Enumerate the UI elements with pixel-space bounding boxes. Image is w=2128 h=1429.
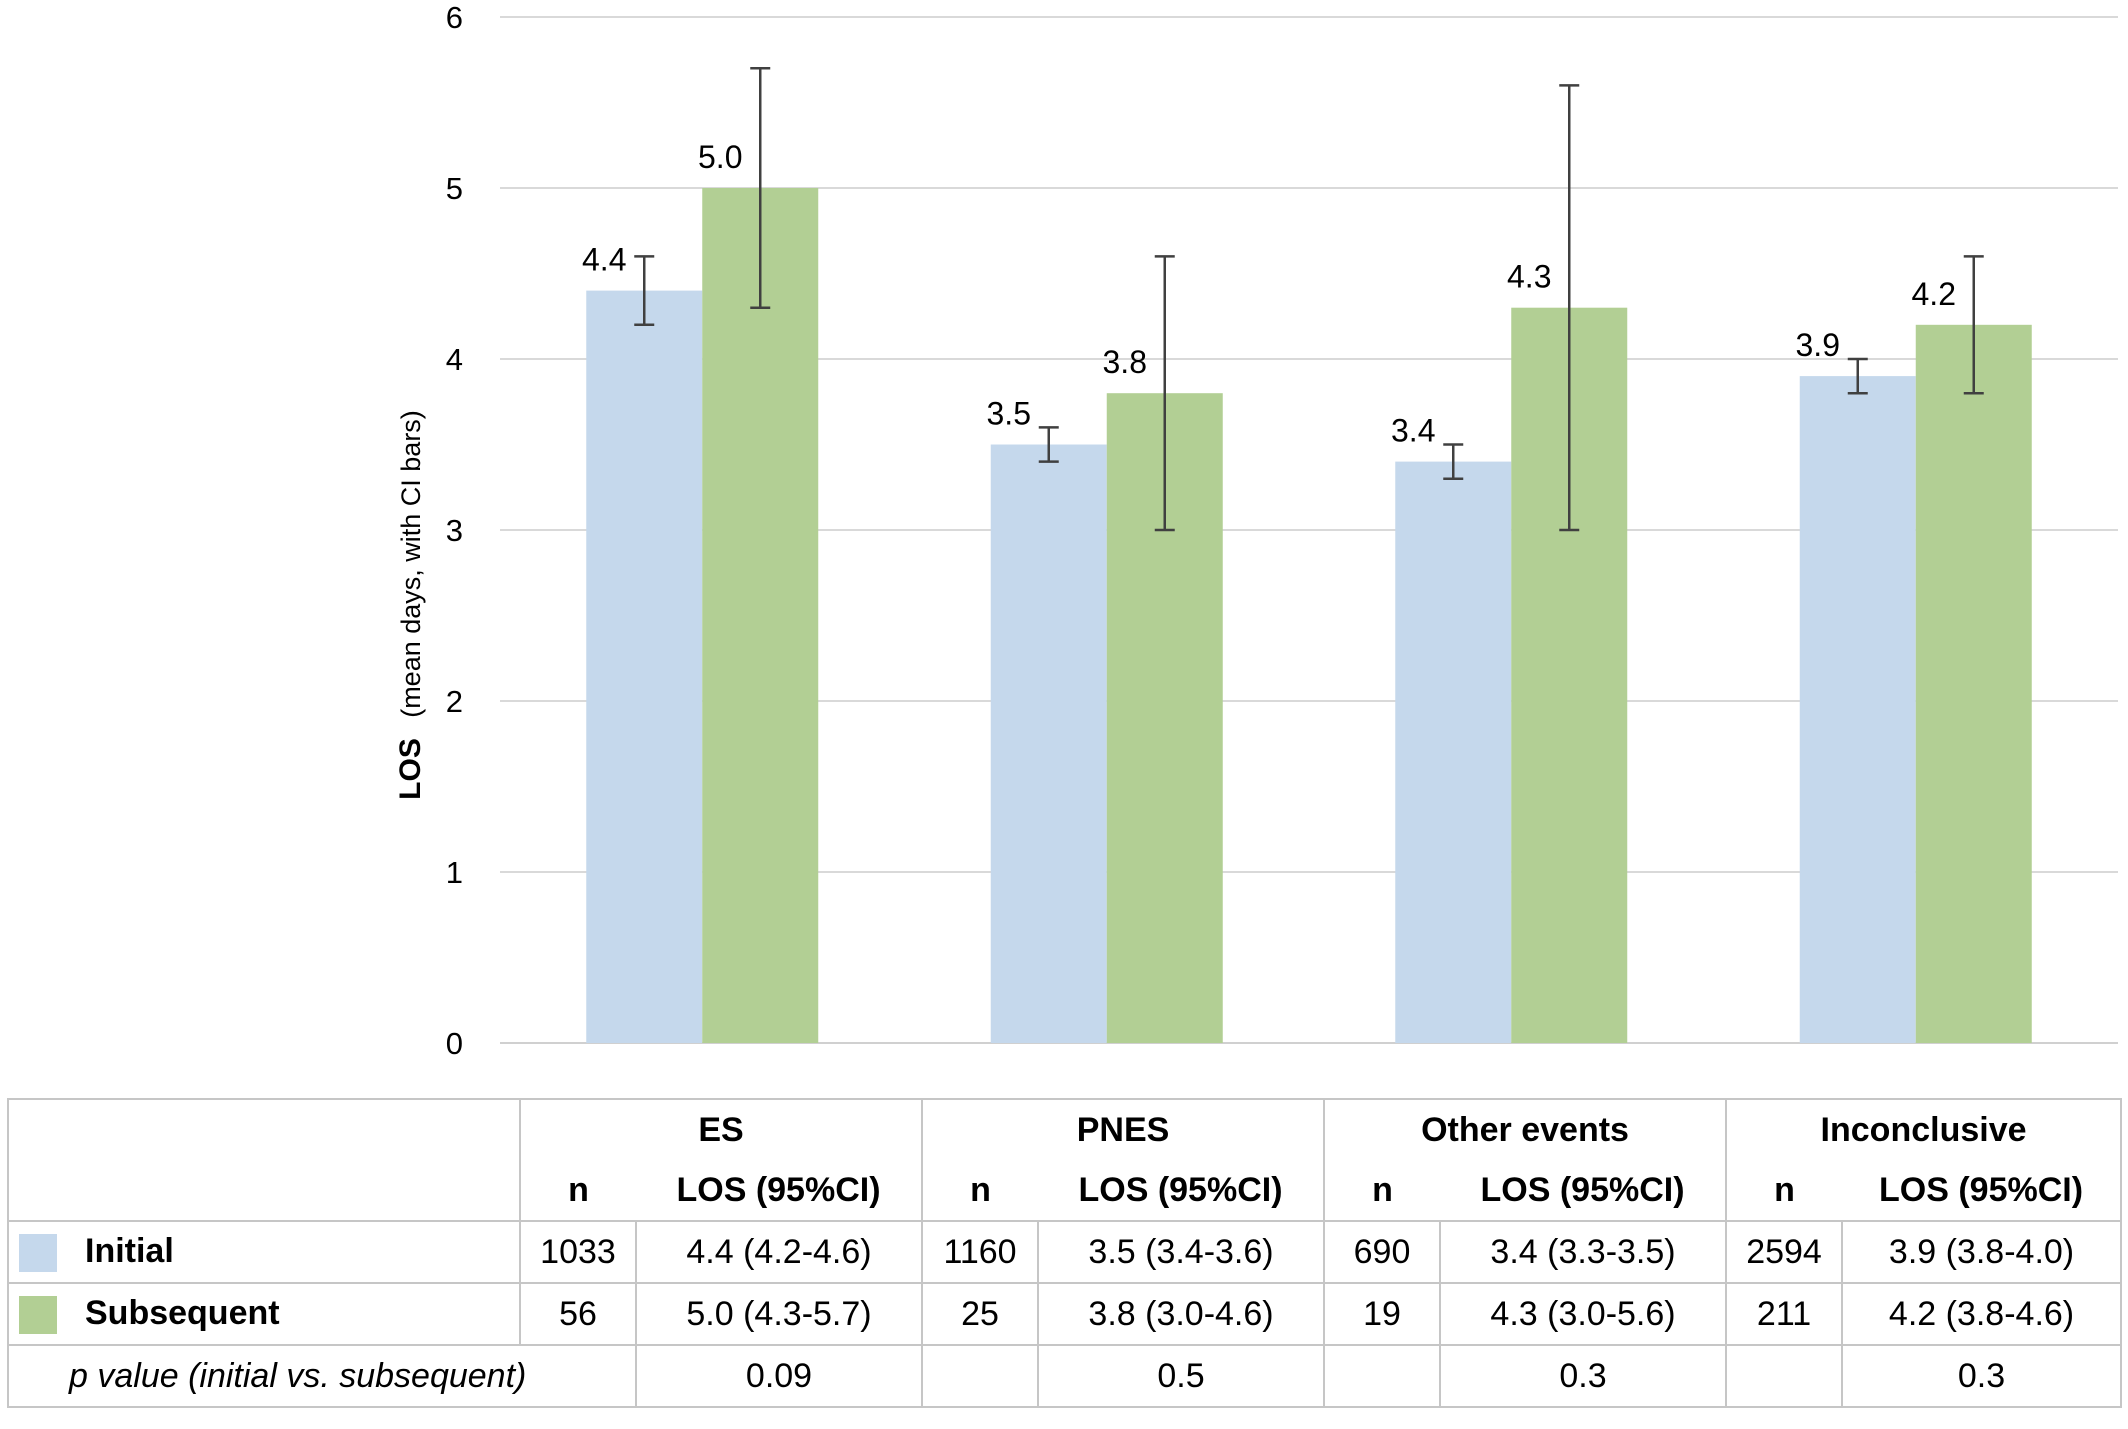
- bar-subsequent-es: [702, 188, 819, 1043]
- y-tick-label: 1: [446, 855, 463, 890]
- p-value-pnes: 0.5: [1037, 1344, 1326, 1408]
- bar-initial-inconclusive: [1799, 376, 1916, 1044]
- table-cell: 690: [1323, 1220, 1442, 1284]
- error-bar: [1038, 426, 1059, 463]
- data-label: 3.8: [1103, 344, 1147, 380]
- table-cell: 3.8 (3.0-4.6): [1037, 1282, 1326, 1346]
- error-bar: [750, 67, 771, 309]
- table-cell-empty: [1323, 1344, 1441, 1408]
- group-header-es: ES: [518, 1098, 924, 1160]
- table-cell: 4.2 (3.8-4.6): [1841, 1282, 2123, 1346]
- p-value-other-events: 0.3: [1439, 1344, 1728, 1408]
- table-cell: 25: [921, 1282, 1040, 1346]
- table-cell: 211: [1725, 1282, 1844, 1346]
- p-value-es: 0.09: [634, 1344, 924, 1408]
- table-cell: 1160: [921, 1220, 1040, 1284]
- table-cell: 5.0 (4.3-5.7): [634, 1282, 924, 1346]
- table-cell-empty: [921, 1344, 1039, 1408]
- data-labels: 4.4 5.0 3.5 3.8 3.4 4.3 3.9 4.2: [582, 139, 1956, 449]
- row-label-subsequent: Subsequent: [7, 1282, 521, 1346]
- table-cell: 19: [1323, 1282, 1442, 1346]
- col-header-los: LOS (95%CI): [1440, 1160, 1728, 1222]
- row-label-initial: Initial: [7, 1220, 521, 1284]
- p-value-inconclusive: 0.3: [1841, 1344, 2123, 1408]
- col-header-los: LOS (95%CI): [636, 1160, 924, 1222]
- bar-initial-pnes: [990, 444, 1107, 1043]
- col-header-n: n: [1323, 1160, 1441, 1222]
- table-cell: 4.3 (3.0-5.6): [1439, 1282, 1728, 1346]
- row-label-text: Subsequent: [85, 1293, 280, 1332]
- group-header-inconclusive: Inconclusive: [1725, 1098, 2123, 1160]
- table-cell: 1033: [519, 1220, 637, 1284]
- col-header-n: n: [519, 1160, 636, 1222]
- bar-subsequent-inconclusive: [1915, 324, 2032, 1043]
- error-bars: [634, 67, 1984, 532]
- bar-chart: 0 1 2 3 4 5 6 4.4 5.0 3.5 3.8 3.4 4.3 3.9 4.2 LOS (me…: [394, 0, 2118, 1061]
- y-tick-label: 4: [446, 342, 463, 377]
- table-cell: 3.5 (3.4-3.6): [1037, 1220, 1326, 1284]
- table-corner-cell: [7, 1098, 521, 1160]
- table-cell: 3.4 (3.3-3.5): [1439, 1220, 1728, 1284]
- data-table: ES PNES Other events Inconclusive n LOS …: [7, 1098, 2123, 1408]
- y-axis-label: LOS (mean days, with CI bars): [394, 410, 427, 800]
- initial-legend-swatch: [19, 1234, 57, 1272]
- bar-initial-other-events: [1395, 461, 1512, 1044]
- y-axis-label-sub: (mean days, with CI bars): [396, 410, 426, 718]
- data-label: 5.0: [698, 139, 742, 175]
- table-cell: 4.4 (4.2-4.6): [634, 1220, 924, 1284]
- table-row-p-value: p value (initial vs. subsequent) 0.09 0.…: [7, 1344, 2123, 1408]
- y-tick-label: 6: [446, 0, 463, 35]
- data-label: 4.3: [1507, 259, 1551, 295]
- bar-initial-es: [586, 290, 703, 1044]
- error-bar: [1443, 443, 1464, 480]
- data-label: 3.9: [1796, 327, 1840, 363]
- p-value-label: p value (initial vs. subsequent): [7, 1344, 637, 1408]
- table-cell: 56: [519, 1282, 637, 1346]
- table-row-initial: Initial 1033 4.4 (4.2-4.6) 1160 3.5 (3.4…: [7, 1220, 2123, 1284]
- y-tick-label: 2: [446, 684, 463, 719]
- y-axis-ticks: 0 1 2 3 4 5 6: [446, 0, 463, 1061]
- table-row-subsequent: Subsequent 56 5.0 (4.3-5.7) 25 3.8 (3.0-…: [7, 1282, 2123, 1346]
- error-bar: [634, 255, 655, 327]
- error-bar: [1847, 357, 1868, 395]
- table-column-header-row: n LOS (95%CI) n LOS (95%CI) n LOS (95%CI…: [7, 1160, 2123, 1222]
- col-header-n: n: [1725, 1160, 1843, 1222]
- table-corner-cell: [7, 1160, 521, 1222]
- data-label: 4.4: [582, 242, 626, 278]
- error-bar: [1154, 255, 1175, 532]
- error-bar: [1559, 84, 1580, 532]
- y-tick-label: 0: [446, 1026, 463, 1061]
- error-bar: [1963, 255, 1984, 395]
- table-cell-empty: [1725, 1344, 1843, 1408]
- table-cell: 3.9 (3.8-4.0): [1841, 1220, 2123, 1284]
- col-header-los: LOS (95%CI): [1038, 1160, 1326, 1222]
- group-header-pnes: PNES: [921, 1098, 1326, 1160]
- row-label-text: Initial: [85, 1231, 174, 1270]
- subsequent-legend-swatch: [19, 1296, 57, 1334]
- bars: [586, 188, 2032, 1044]
- col-header-los: LOS (95%CI): [1842, 1160, 2123, 1222]
- table-group-header-row: ES PNES Other events Inconclusive: [7, 1098, 2123, 1160]
- y-tick-label: 3: [446, 513, 463, 548]
- table-cell: 2594: [1725, 1220, 1844, 1284]
- group-header-other-events: Other events: [1323, 1098, 1728, 1160]
- y-axis-label-main: LOS: [394, 738, 427, 800]
- data-label: 3.4: [1391, 413, 1435, 449]
- data-label: 3.5: [987, 396, 1031, 432]
- col-header-n: n: [921, 1160, 1039, 1222]
- data-label: 4.2: [1912, 276, 1956, 312]
- y-tick-label: 5: [446, 171, 463, 206]
